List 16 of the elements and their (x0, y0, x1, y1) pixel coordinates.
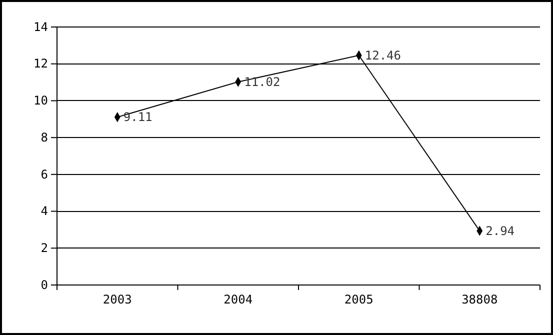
y-tick-label: 4 (40, 204, 48, 218)
y-tick-label: 12 (34, 56, 48, 71)
data-label: 9.11 (123, 110, 152, 124)
data-label: 11.02 (244, 74, 280, 89)
y-tick-label: 0 (40, 278, 48, 292)
y-tick-label: 2 (40, 240, 48, 255)
y-tick-label: 10 (34, 94, 48, 108)
x-tick-label: 2003 (102, 292, 132, 307)
data-label: 2.94 (486, 224, 515, 238)
y-tick-label: 14 (34, 20, 48, 34)
x-tick-label: 2004 (224, 292, 253, 307)
data-label: 12.46 (364, 48, 401, 62)
x-tick-label: 38808 (462, 292, 498, 307)
y-tick-label: 8 (40, 130, 48, 144)
x-tick-label: 2005 (344, 292, 374, 307)
y-tick-label: 6 (40, 167, 48, 182)
